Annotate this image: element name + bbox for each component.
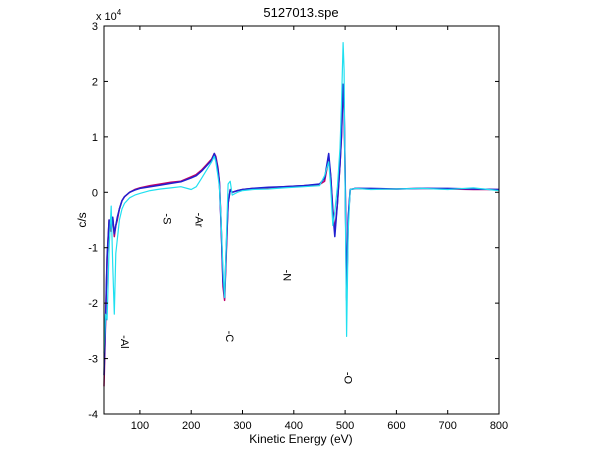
- peak-label: -O: [342, 372, 354, 385]
- peak-label: -S: [161, 213, 173, 224]
- x-tick-label: 800: [490, 420, 508, 432]
- peak-label: -Al: [118, 335, 130, 348]
- peak-label: -C: [223, 331, 235, 343]
- y-tick-label: -1: [88, 243, 98, 255]
- x-tick-label: 700: [439, 420, 457, 432]
- y-tick-label: 2: [92, 76, 98, 88]
- y-tick-label: -3: [88, 354, 98, 366]
- x-tick-label: 200: [182, 420, 200, 432]
- x-tick-label: 500: [336, 420, 354, 432]
- peak-label: -Ar: [192, 213, 204, 228]
- x-tick-label: 400: [285, 420, 303, 432]
- x-tick-label: 300: [233, 420, 251, 432]
- annotation-layer: -Al -S -Ar -C -N -O: [118, 213, 354, 385]
- plot-area-background: [104, 26, 499, 414]
- y-tick-label: -4: [88, 409, 98, 421]
- x-axis-title: Kinetic Energy (eV): [249, 432, 352, 446]
- series-line-3: [103, 42, 500, 354]
- series-layer: [103, 42, 500, 387]
- y-exponent-base: x 10: [96, 11, 117, 23]
- x-tick-label: 100: [131, 420, 149, 432]
- peak-label: -N: [281, 270, 293, 282]
- tick-layer: 100 200 300 400 500 600 700 800 -4 -3 -2 -1 0 1 2 3: [88, 21, 508, 432]
- y-tick-label: 1: [92, 132, 98, 144]
- y-tick-label: 3: [92, 21, 98, 33]
- y-exponent-power: 4: [117, 8, 122, 17]
- y-exponent-label: x 104: [96, 8, 122, 23]
- y-tick-label: 0: [92, 187, 98, 199]
- plot-frame: [103, 25, 500, 415]
- y-tick-label: -2: [88, 298, 98, 310]
- y-axis-title: c/s: [75, 212, 89, 227]
- x-tick-label: 600: [387, 420, 405, 432]
- chart-title: 5127013.spe: [263, 5, 338, 20]
